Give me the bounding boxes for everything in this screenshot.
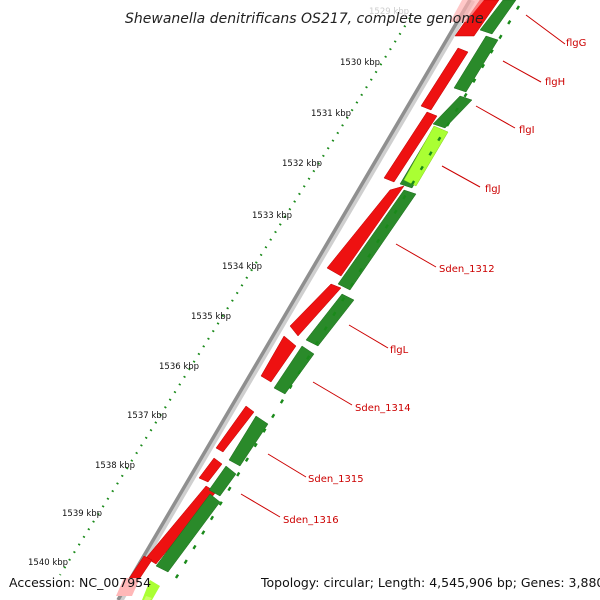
tick-label: 1530 kbp (340, 58, 380, 68)
gene-label-sden-1315: Sden_1315 (308, 474, 364, 485)
gene-arrow (155, 493, 221, 573)
tick-label: 1533 kbp (252, 211, 292, 221)
tick-label: 1534 kbp (222, 262, 262, 272)
gene-label-flgJ: flgJ (485, 184, 501, 195)
tick-label: 1539 kbp (62, 509, 102, 519)
gene-label-sden-1314: Sden_1314 (355, 403, 411, 414)
gene-highlight (144, 596, 152, 600)
gene-arrow (215, 405, 255, 453)
gene-label-flgH: flgH (545, 77, 565, 88)
tick-label: 1535 kbp (191, 312, 231, 322)
gene-arrow (479, 0, 517, 35)
gene-label-sden-1316: Sden_1316 (283, 515, 339, 526)
gene-highlight (450, 0, 484, 22)
leader-line (312, 381, 353, 406)
accession-text: Accession: NC_007954 (9, 575, 151, 590)
gene-arrow (383, 111, 438, 183)
leader-line (441, 165, 481, 188)
gene-arrow (198, 457, 223, 483)
gene-label-flgL: flgL (390, 345, 409, 356)
leader-line (267, 453, 307, 478)
backbone (116, 0, 472, 600)
gene-arrow (326, 185, 405, 277)
forward-strand-features (127, 0, 500, 585)
tick-label: 1531 kbp (311, 109, 351, 119)
gene-arrow (453, 35, 499, 93)
gene-label-flgI: flgI (519, 125, 535, 136)
leader-line (348, 324, 389, 349)
leader-line (395, 243, 437, 268)
gene-arrow (208, 465, 237, 497)
gene-highlight (142, 580, 160, 600)
gene-arrow (337, 189, 417, 291)
genome-summary-text: Topology: circular; Length: 4,545,906 bp… (260, 575, 600, 590)
page-title: Shewanella denitrificans OS217, complete… (125, 11, 484, 27)
gene-label-flgG: flgG (566, 38, 586, 49)
tick-label: 1537 kbp (127, 411, 167, 421)
gene-arrow (289, 283, 342, 337)
tick-label: 1538 kbp (95, 461, 135, 471)
gene-arrow (228, 415, 269, 467)
tick-label: 1529 kbp (369, 7, 409, 17)
tick-label: 1532 kbp (282, 159, 322, 169)
tick-labels: 1529 kbp 1530 kbp 1531 kbp 1532 kbp 1533… (28, 7, 409, 568)
gene-arrow (454, 0, 500, 37)
leader-line (502, 60, 542, 83)
label-leaders (240, 14, 566, 518)
gene-arrow (260, 335, 297, 383)
gene-label-sden-1312: Sden_1312 (439, 264, 495, 275)
tick-label: 1540 kbp (28, 558, 68, 568)
gene-arrow (305, 293, 355, 347)
leader-line (475, 105, 516, 129)
leader-line (240, 493, 281, 518)
gene-arrow (273, 345, 315, 395)
tick-label: 1536 kbp (159, 362, 199, 372)
leader-line (525, 14, 566, 45)
gene-arrow (420, 47, 469, 111)
minor-tick-track (59, 17, 411, 576)
gene-highlight-flgJ (403, 125, 449, 187)
gene-arrow (432, 95, 473, 129)
gene-labels: flgG flgH flgI flgJ Sden_1312 flgL Sden_… (283, 38, 586, 526)
gene-highlight (116, 578, 140, 596)
